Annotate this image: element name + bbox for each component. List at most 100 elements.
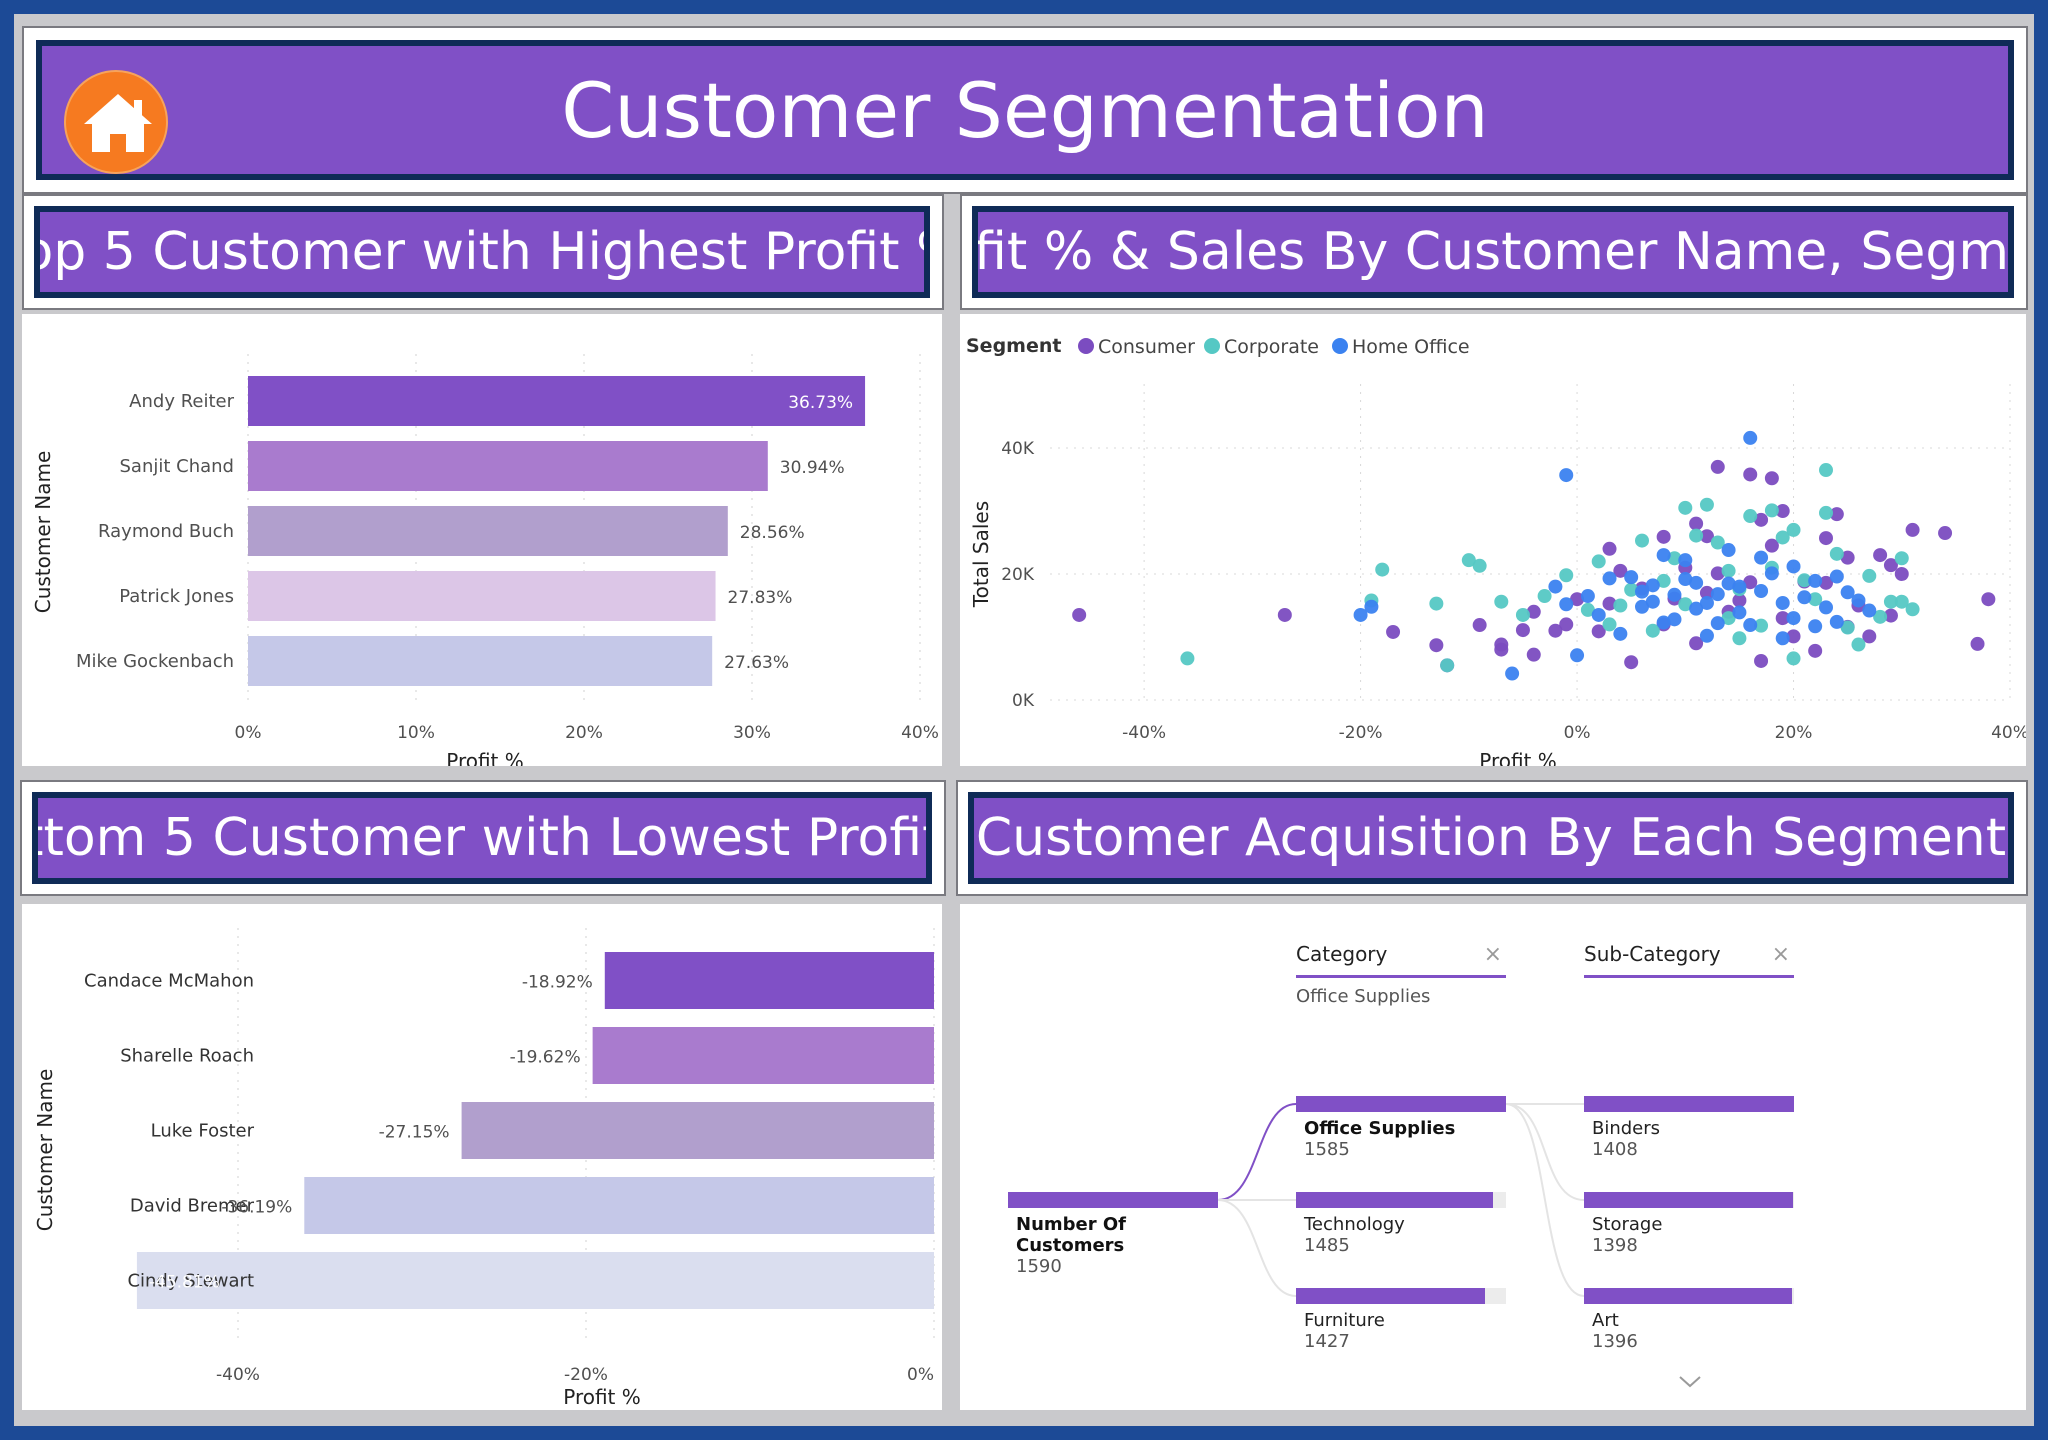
scatter-point [1786,651,1801,666]
top5-bar-chart: 0% 10% 20% 30% 40% Andy Reiter 36.73% Sanjit Ch… [31,354,939,773]
scatter-point [1754,618,1769,633]
data-label: -27.15% [379,1123,450,1143]
close-icon[interactable]: × [1483,942,1502,967]
scatter-point [1386,624,1401,639]
scatter-point [1808,643,1823,658]
scatter-point [1883,594,1898,609]
scatter-point [1667,612,1682,627]
scatter-point [1570,648,1585,663]
subcategory-node-art[interactable]: Art 1396 [1584,1288,1794,1352]
scatter-point [1732,593,1747,608]
close-icon[interactable]: × [1771,942,1790,967]
category-bar-track [1296,1192,1506,1208]
scatter-point [1624,570,1639,585]
x-axis-title: Profit % [446,749,524,766]
scatter-point [1180,651,1195,666]
scatter-point [1743,618,1758,633]
scatter-point [1808,592,1823,607]
scatter-point [1970,636,1985,651]
top5-title-bar: Top 5 Customer with Highest Profit % [34,206,930,298]
category-label: Patrick Jones [119,586,234,607]
category-node-office-supplies[interactable]: Office Supplies 1585 [1296,1096,1506,1160]
legend-marker [1204,338,1220,354]
subcategory-label: Binders [1592,1118,1661,1139]
top5-chart-panel: 0% 10% 20% 30% 40% Andy Reiter 36.73% Sanjit Ch… [22,314,942,773]
subcategory-node-storage[interactable]: Storage 1398 [1584,1192,1794,1256]
y-axis-title: Customer Name [33,1069,57,1232]
scatter-point [1635,599,1649,614]
category-node-furniture[interactable]: Furniture 1427 [1296,1288,1506,1352]
scatter-point [1819,505,1833,520]
connector [1217,1199,1297,1297]
scatter-point [1678,572,1693,587]
scatter-point [1840,585,1855,600]
category-label: Candace McMahon [84,971,254,992]
subcategory-label: Storage [1592,1214,1663,1235]
category-node-technology[interactable]: Technology 1485 [1296,1192,1506,1256]
scatter-point [1981,592,1996,607]
x-tick-label: 40% [901,723,939,743]
scatter-point [1559,597,1574,612]
scatter-point [1754,550,1769,565]
scatter-point [1591,624,1606,639]
scatter-point [1894,594,1909,609]
scatter-chart: -40% -20% 0% 20% 40% 0K 20K 40K Profit % Total Sa… [966,335,2029,773]
scatter-point [1602,596,1617,611]
legend-marker [1332,338,1348,354]
scatter-point [1754,512,1769,527]
data-label: 36.73% [788,393,853,413]
scatter-point [1721,576,1736,591]
scatter-point [1678,553,1693,568]
scatter-point [1353,607,1368,622]
scatter-point [1764,503,1779,518]
scatter-point [1494,594,1509,609]
scatter-point [1938,526,1953,541]
bar [248,571,716,621]
data-label: 27.63% [724,653,789,673]
subcategory-node-binders[interactable]: Binders 1408 [1584,1096,1794,1160]
scatter-point [1613,626,1628,641]
scatter-point [1591,554,1606,569]
subcategory-bar [1584,1096,1794,1112]
scatter-point [1905,602,1920,617]
subcategory-bar [1584,1288,1793,1304]
root-label: Number Of Customers [1016,1214,1127,1256]
root-node[interactable]: Number Of Customers 1590 [1008,1192,1218,1277]
subcategory-bar-track [1584,1192,1794,1208]
level2-header-label: Sub-Category [1584,942,1721,966]
y-axis-title: Customer Name [31,451,55,614]
category-bar-track [1296,1096,1506,1112]
scatter-point [1710,459,1725,474]
scatter-point [1743,575,1758,590]
scatter-point [1710,535,1725,550]
scatter-point [1743,467,1758,482]
scatter-point [1515,623,1530,638]
category-bar [1296,1192,1493,1208]
scatter-point [1559,468,1574,483]
scatter-point [1754,584,1769,599]
scatter-point [1829,614,1844,629]
scatter-point [1645,623,1660,638]
scatter-point [1699,585,1714,600]
dashboard-canvas: Customer Segmentation Top 5 Customer wit… [14,14,2034,1426]
scatter-point [1699,595,1714,610]
category-label: Technology [1304,1214,1405,1235]
data-label: 27.83% [728,588,793,608]
connector-active [1217,1103,1297,1201]
scatter-point [1429,596,1444,611]
level1-header[interactable]: Category × [1296,942,1506,978]
bar [592,1027,934,1084]
scatter-point [1548,623,1563,638]
home-button[interactable] [64,70,168,174]
scatter-point [1829,569,1844,584]
bar [248,506,728,556]
scatter-point [1862,603,1877,618]
category-value: 1485 [1304,1235,1350,1256]
scatter-point [1710,587,1725,602]
chevron-down-icon[interactable] [1676,1372,1704,1392]
scatter-point [1905,522,1920,537]
scatter-point [1862,568,1877,583]
scatter-point [1537,589,1552,604]
level2-header[interactable]: Sub-Category × [1584,942,1794,978]
category-label: Cindy Stewart [127,1271,254,1292]
